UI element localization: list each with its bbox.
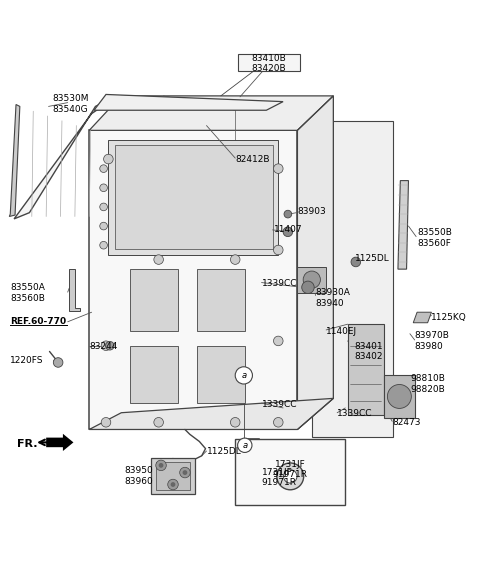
Polygon shape: [108, 140, 278, 255]
Polygon shape: [348, 324, 384, 415]
Circle shape: [274, 336, 283, 346]
Polygon shape: [398, 181, 408, 269]
Text: 82473: 82473: [392, 418, 420, 427]
Text: 83401
83402: 83401 83402: [355, 342, 384, 361]
Text: 1125DL: 1125DL: [206, 447, 241, 456]
FancyBboxPatch shape: [235, 438, 345, 505]
Text: 83530M
83540G: 83530M 83540G: [52, 94, 89, 114]
Circle shape: [387, 384, 411, 408]
Circle shape: [168, 479, 178, 490]
Text: 1140EJ: 1140EJ: [326, 327, 357, 336]
Circle shape: [100, 203, 108, 211]
Circle shape: [154, 417, 163, 427]
Circle shape: [104, 154, 113, 164]
Circle shape: [230, 417, 240, 427]
Circle shape: [101, 341, 111, 350]
Text: 83550A
83560B: 83550A 83560B: [10, 284, 45, 303]
Text: 83550B
83560F: 83550B 83560F: [417, 229, 452, 248]
Polygon shape: [238, 54, 300, 70]
Circle shape: [274, 417, 283, 427]
Circle shape: [351, 257, 360, 266]
Polygon shape: [46, 434, 73, 451]
Text: 83970B
83980: 83970B 83980: [415, 331, 450, 350]
Circle shape: [154, 255, 163, 264]
Text: 1339CC: 1339CC: [262, 400, 297, 409]
Text: 1731JF
91971R: 1731JF 91971R: [262, 468, 297, 487]
Text: 1731JF
91971R: 1731JF 91971R: [273, 459, 308, 479]
Circle shape: [274, 245, 283, 255]
Text: 83903: 83903: [298, 207, 326, 216]
Bar: [130, 269, 178, 331]
Polygon shape: [384, 375, 415, 417]
Text: 83410B
83420B: 83410B 83420B: [252, 54, 286, 73]
Text: 98810B
98820B: 98810B 98820B: [410, 374, 445, 393]
Polygon shape: [89, 96, 333, 130]
Circle shape: [100, 184, 108, 192]
Circle shape: [182, 470, 187, 475]
Text: a: a: [241, 371, 246, 380]
Text: 11407: 11407: [274, 225, 302, 234]
Circle shape: [100, 165, 108, 172]
Polygon shape: [89, 399, 333, 429]
Bar: [130, 346, 178, 403]
Circle shape: [170, 482, 175, 487]
Polygon shape: [89, 130, 298, 429]
Polygon shape: [9, 104, 20, 217]
Text: 1125KQ: 1125KQ: [432, 312, 467, 321]
Text: 83950
83960: 83950 83960: [124, 466, 153, 485]
Circle shape: [158, 463, 163, 468]
Circle shape: [106, 341, 114, 350]
Text: 83930A
83940: 83930A 83940: [316, 288, 350, 307]
Circle shape: [235, 367, 252, 384]
Polygon shape: [413, 312, 432, 323]
Circle shape: [274, 164, 283, 174]
Bar: [197, 346, 245, 403]
Circle shape: [284, 469, 297, 483]
Circle shape: [283, 227, 293, 236]
Circle shape: [100, 242, 108, 249]
Text: 1220FS: 1220FS: [10, 356, 44, 365]
Text: a: a: [242, 441, 247, 450]
Circle shape: [100, 222, 108, 230]
Text: FR.: FR.: [17, 439, 38, 449]
Polygon shape: [69, 269, 80, 311]
Text: 82412B: 82412B: [235, 155, 270, 163]
Bar: [197, 269, 245, 331]
Text: 1339CC: 1339CC: [337, 409, 372, 418]
Polygon shape: [14, 101, 105, 219]
Polygon shape: [298, 266, 326, 293]
Circle shape: [53, 358, 63, 367]
Polygon shape: [156, 462, 190, 490]
Circle shape: [302, 281, 314, 294]
Text: 1339CC: 1339CC: [262, 279, 297, 288]
Circle shape: [101, 417, 111, 427]
Polygon shape: [115, 145, 273, 249]
Polygon shape: [312, 121, 393, 437]
Polygon shape: [298, 96, 333, 429]
Circle shape: [303, 271, 321, 288]
Circle shape: [230, 255, 240, 264]
Circle shape: [156, 460, 166, 471]
Circle shape: [277, 463, 304, 490]
Circle shape: [284, 210, 292, 218]
Circle shape: [180, 467, 190, 478]
Circle shape: [238, 438, 252, 452]
Text: REF.60-770: REF.60-770: [10, 318, 66, 326]
Text: 83244: 83244: [89, 342, 118, 351]
Text: 1125DL: 1125DL: [355, 254, 390, 263]
Polygon shape: [94, 95, 283, 110]
Polygon shape: [152, 458, 194, 494]
